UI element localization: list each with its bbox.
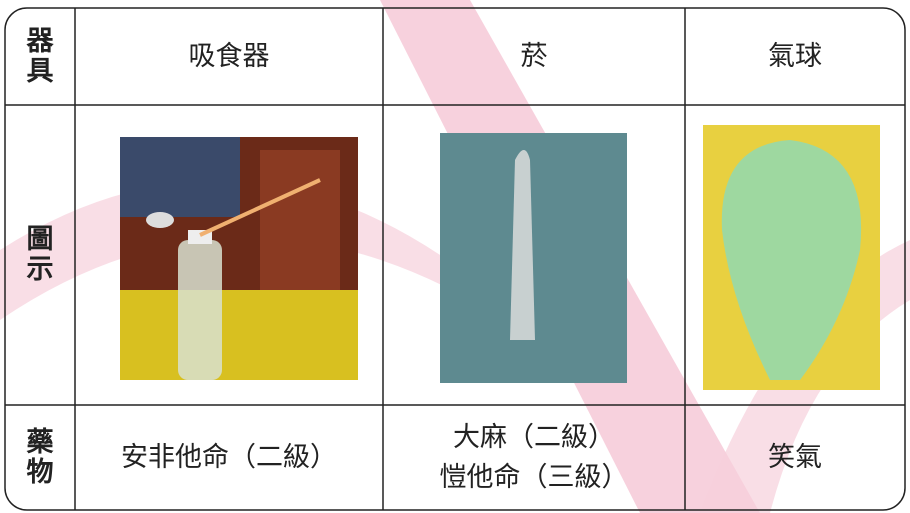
row-label: 圖示: [26, 224, 54, 285]
cell-text: 菸: [521, 37, 548, 77]
row-header: 器具: [5, 8, 75, 105]
cell: 笑氣: [685, 405, 905, 510]
cell: 菸: [383, 8, 685, 105]
text-line: 吸食器: [188, 40, 270, 72]
text-line: 菸: [520, 40, 548, 72]
text-line: 安非他命（二級）: [121, 441, 337, 473]
row-label: 藥物: [26, 426, 54, 488]
text-line: 大麻（二級）: [453, 421, 615, 453]
row-label: 器具: [26, 25, 54, 87]
text-line: 愷他命（三級）: [439, 461, 629, 493]
text-line: 笑氣: [768, 441, 822, 473]
cell: 安非他命（二級）: [75, 405, 383, 510]
photo-balloon: [703, 125, 880, 390]
photo-cigarette: [440, 133, 627, 383]
row-header: 圖示: [5, 105, 75, 405]
text-line: 氣球: [768, 40, 822, 72]
row-header: 藥物: [5, 405, 75, 510]
cell-text: 氣球: [768, 37, 822, 77]
cell-text: 吸食器: [189, 37, 270, 77]
cell: 大麻（二級） 愷他命（三級）: [383, 405, 685, 510]
cell-text: 大麻（二級） 愷他命（三級）: [440, 418, 629, 498]
cell: 吸食器: [75, 8, 383, 105]
cell-text: 笑氣: [768, 438, 822, 478]
photo-bottle: [120, 137, 358, 380]
cell-text: 安非他命（二級）: [121, 438, 337, 478]
cell: 氣球: [685, 8, 905, 105]
